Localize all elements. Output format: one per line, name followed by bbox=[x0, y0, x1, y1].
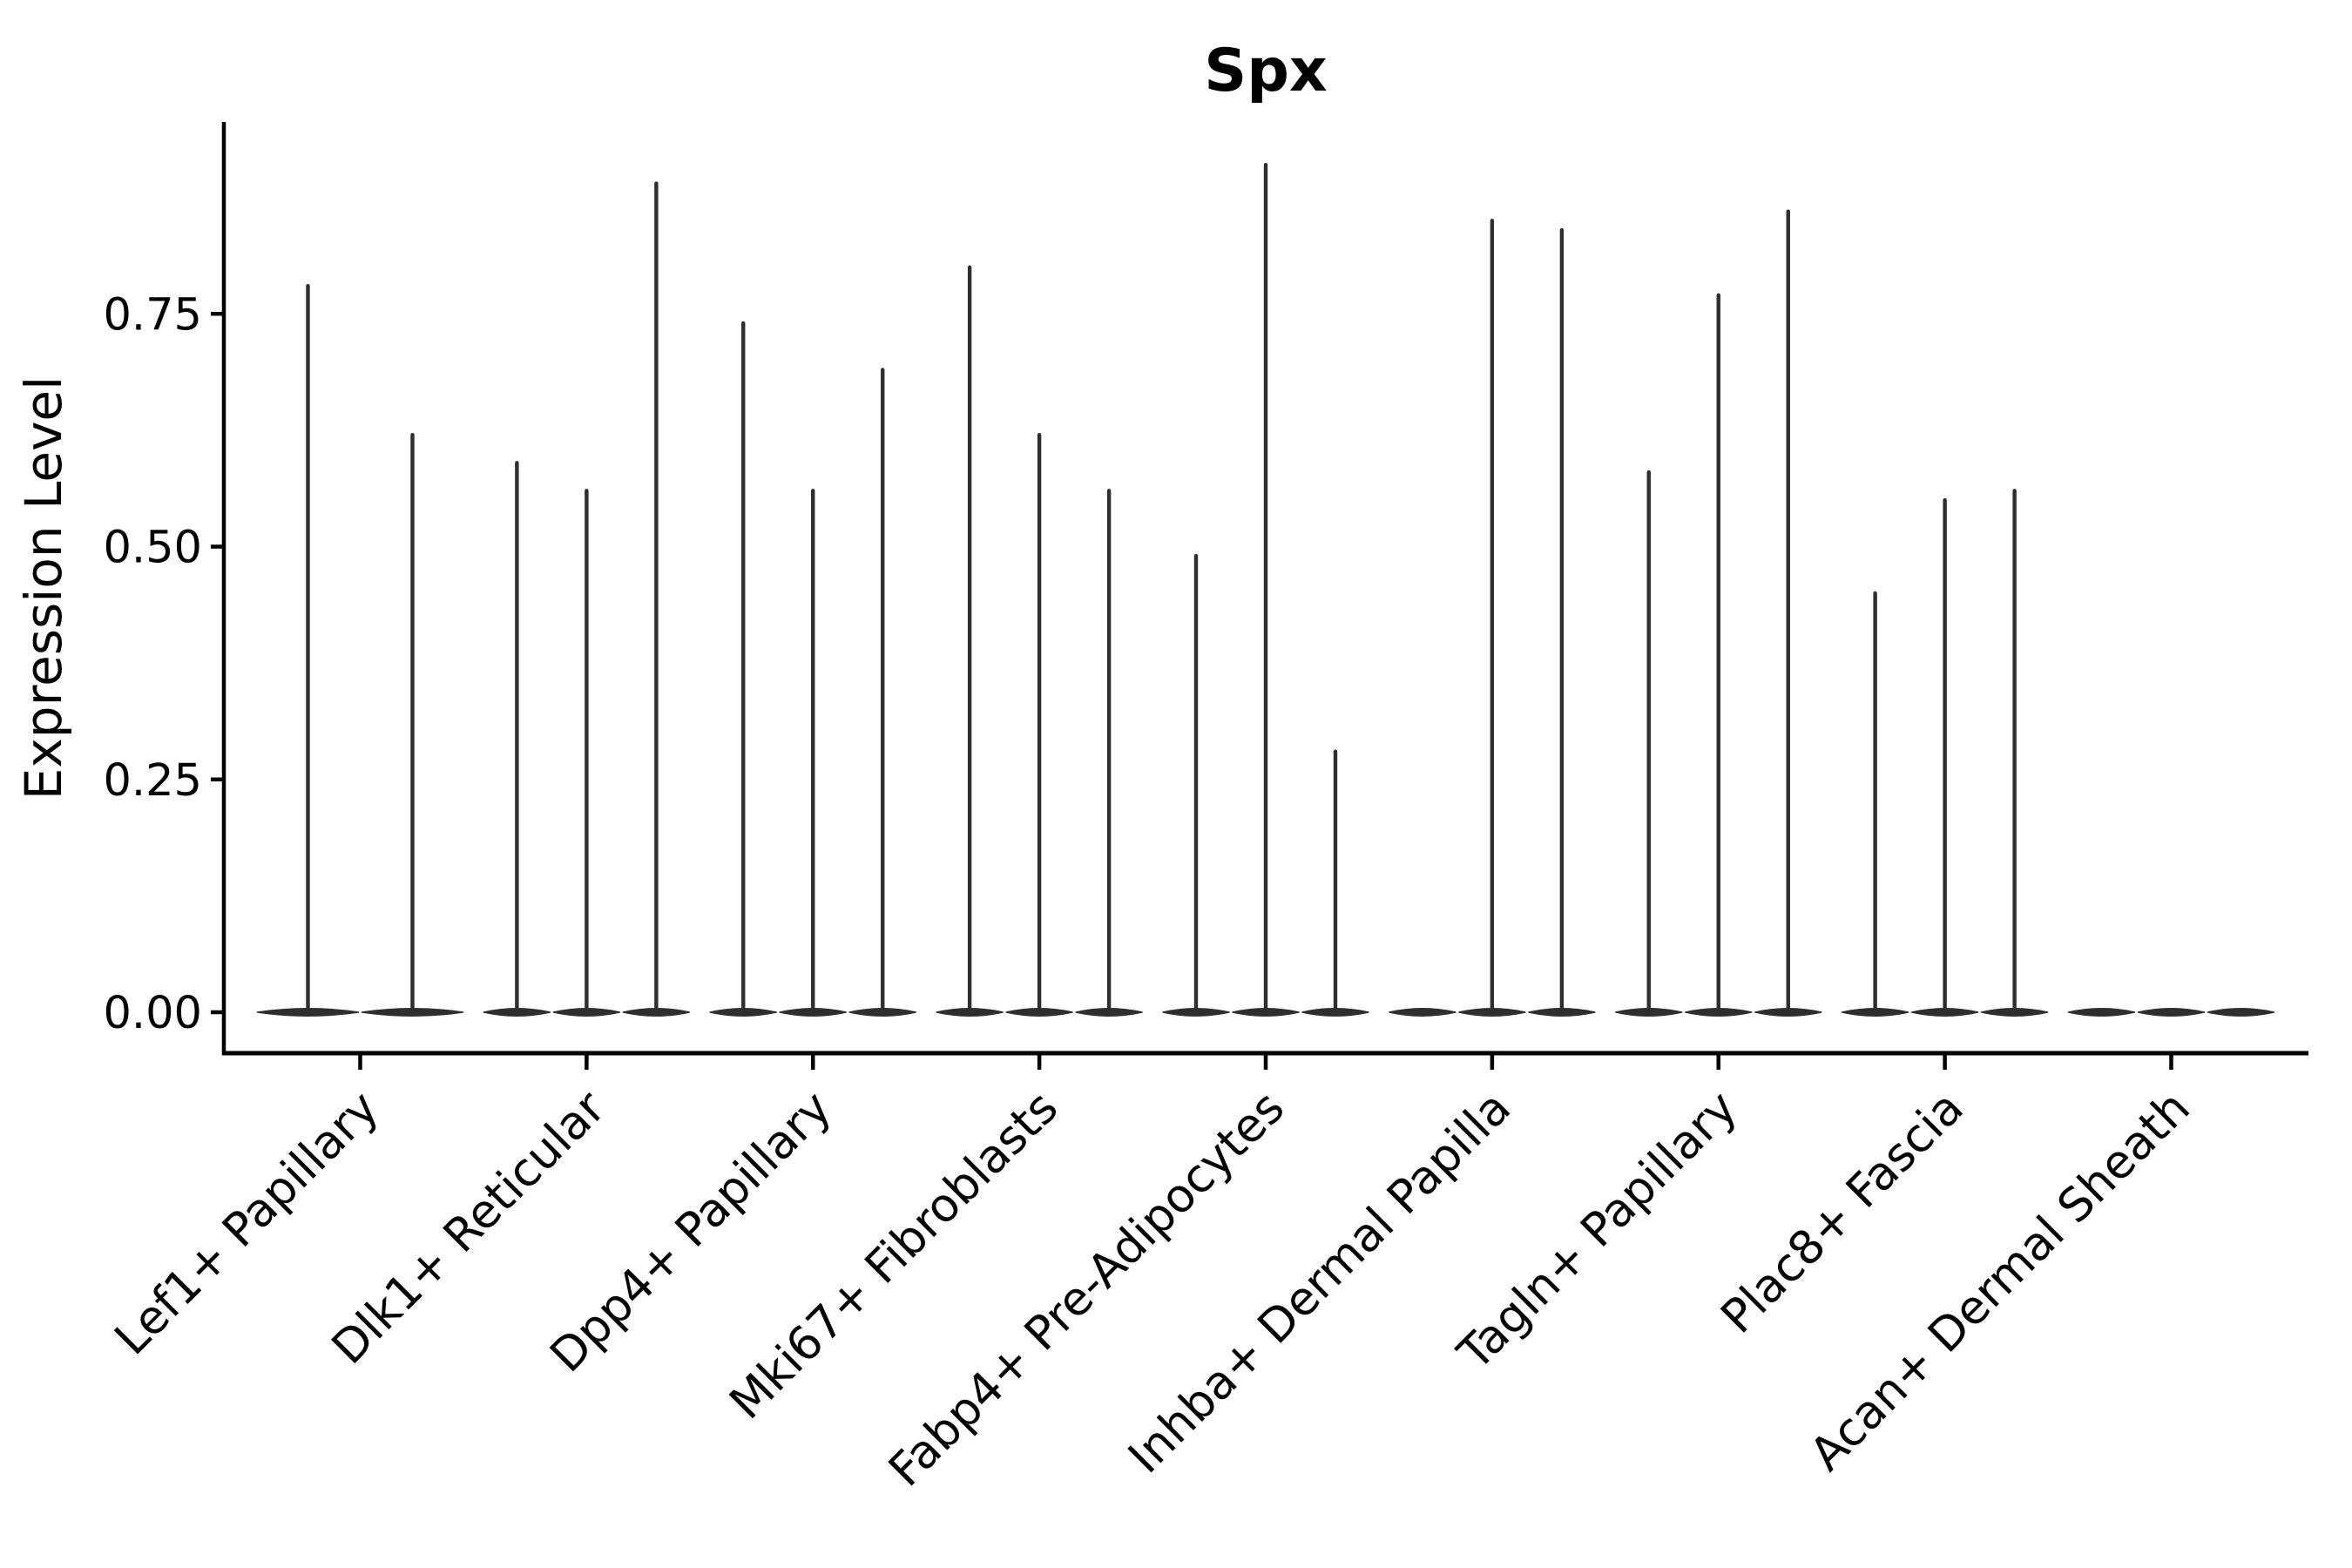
y-tick-label: 0.00 bbox=[103, 988, 202, 1039]
chart-title: Spx bbox=[1204, 37, 1328, 105]
violin-base bbox=[2067, 1008, 2136, 1017]
y-tick-label: 0.75 bbox=[103, 289, 202, 341]
x-tick-label: Plac8+ Fascia bbox=[1711, 1081, 1973, 1343]
x-tick-label: Acan+ Dermal Sheath bbox=[1800, 1081, 2200, 1481]
x-tick-label: Inhba+ Dermal Papilla bbox=[1119, 1081, 1521, 1484]
y-tick-label: 0.25 bbox=[103, 755, 202, 807]
y-tick-label: 0.50 bbox=[103, 523, 202, 574]
violin-base bbox=[1389, 1008, 1456, 1017]
x-tick-label: Fabp4+ Pre-Adipocytes bbox=[879, 1081, 1294, 1497]
violin-base bbox=[2137, 1008, 2206, 1017]
violin-base bbox=[2207, 1008, 2275, 1017]
y-axis-label: Expression Level bbox=[14, 376, 73, 800]
